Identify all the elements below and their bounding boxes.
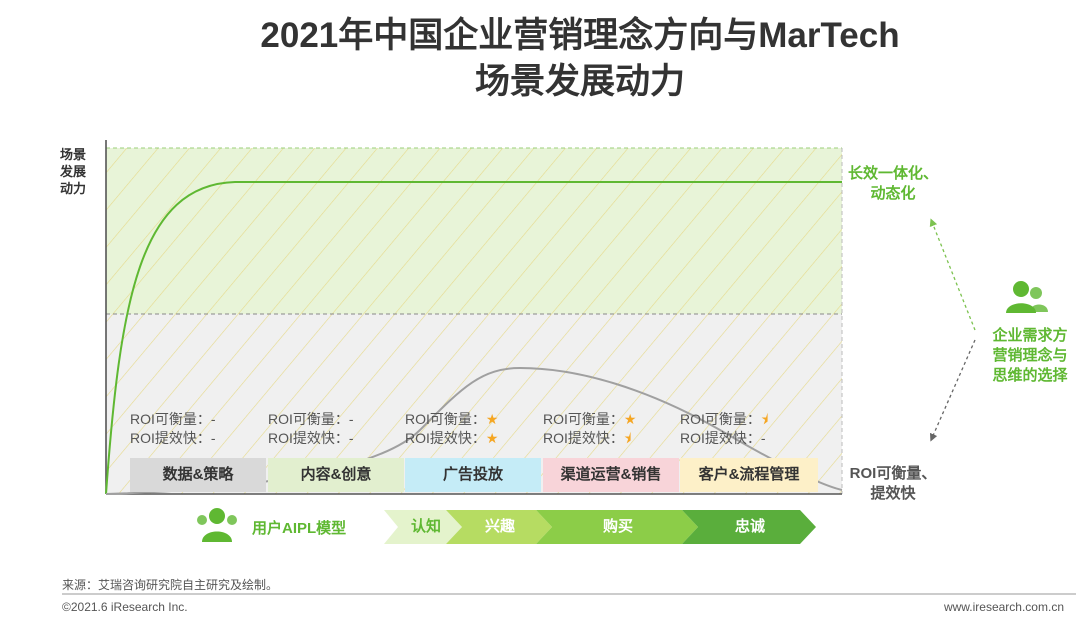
label-longterm: 长效一体化、 动态化: [846, 164, 940, 204]
roi-speed-text: ROI提效快：-: [268, 430, 354, 446]
label-line: 动态化: [870, 185, 916, 202]
title-line-2: 场景发展动力: [474, 62, 685, 101]
category-bar: 数据&策略: [130, 458, 266, 492]
y-axis-label-line: 动力: [60, 181, 87, 196]
label-roi: ROI可衡量、 提效快: [846, 464, 940, 504]
half-star-icon: ⯨: [623, 430, 632, 446]
roi-label-group: ROI可衡量：⯨ ROI提效快：-: [680, 410, 768, 448]
category-bar: 客户&流程管理: [680, 458, 818, 492]
aipl-model-label: 用户AIPL模型: [252, 520, 347, 537]
label-enterprise-choice: 企业需求方 营销理念与 思维的选择: [982, 326, 1078, 386]
aipl-step-purchase: 购买: [602, 518, 633, 535]
roi-label-group: ROI可衡量：- ROI提效快：-: [268, 410, 354, 448]
aipl-step-shape-4: [682, 510, 816, 544]
aipl-step-interest: 兴趣: [484, 518, 515, 535]
roi-measurable-text: ROI可衡量：: [405, 411, 486, 427]
roi-speed-text: ROI提效快：-: [680, 430, 766, 446]
y-axis-label-line: 场景: [60, 147, 87, 162]
label-line: 长效一体化、: [847, 165, 938, 182]
category-bar: 广告投放: [405, 458, 541, 492]
star-icon: ★: [485, 430, 499, 446]
hatch-overlay: [106, 148, 842, 494]
aipl-step-loyalty: 忠诚: [734, 518, 765, 535]
roi-speed-text: ROI提效快：: [405, 430, 486, 446]
title-line-1: 2021年中国企业营销理念方向与MarTech: [260, 16, 900, 55]
star-icon: ★: [485, 411, 499, 427]
arrow-down: [929, 339, 976, 442]
y-axis-label-line: 发展: [60, 164, 87, 179]
roi-measurable-text: ROI可衡量：: [680, 411, 761, 427]
label-line: 营销理念与: [992, 347, 1068, 364]
roi-speed-text: ROI提效快：-: [130, 430, 216, 446]
source-note: 来源：艾瑞咨询研究院自主研究及绘制。: [62, 578, 279, 592]
aipl-step-awareness: 认知: [410, 518, 441, 535]
roi-label-group: ROI可衡量：- ROI提效快：-: [130, 410, 216, 448]
label-line: 企业需求方: [992, 327, 1068, 344]
label-line: 提效快: [870, 485, 916, 502]
label-line: 思维的选择: [992, 367, 1068, 384]
roi-label-group: ROI可衡量：★ ROI提效快：⯨: [543, 410, 636, 448]
roi-label-group: ROI可衡量：★ ROI提效快：★: [405, 410, 498, 448]
star-icon: ★: [623, 411, 637, 427]
label-line: ROI可衡量、: [849, 465, 937, 482]
copyright: ©2021.6 iResearch Inc.: [62, 600, 188, 614]
user-group-icon-aipl: [197, 508, 237, 542]
roi-measurable-text: ROI可衡量：: [543, 411, 624, 427]
series-green-curve: [105, 181, 842, 495]
user-group-icon-right: [1006, 281, 1048, 313]
arrow-up: [929, 218, 976, 331]
half-star-icon: ⯨: [760, 411, 769, 427]
roi-measurable-text: ROI可衡量：-: [268, 411, 354, 427]
website-link[interactable]: www.iresearch.com.cn: [943, 600, 1064, 614]
y-axis-label: 场景 发展 动力: [60, 146, 104, 197]
category-bar: 渠道运营&销售: [543, 458, 679, 492]
roi-speed-text: ROI提效快：: [543, 430, 624, 446]
roi-measurable-text: ROI可衡量：-: [130, 411, 216, 427]
aipl-step-shape-2: [446, 510, 552, 544]
category-bar: 内容&创意: [268, 458, 404, 492]
aipl-step-shape-1: [384, 510, 462, 544]
aipl-step-shape-3: [536, 510, 698, 544]
